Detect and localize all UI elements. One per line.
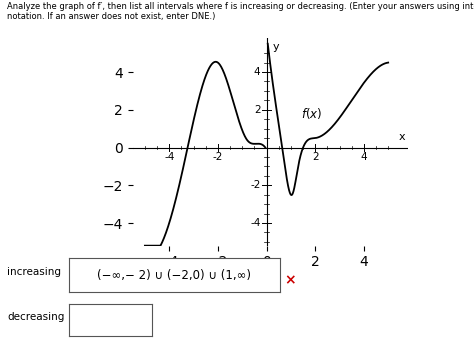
Text: $f(x)$: $f(x)$ bbox=[301, 106, 322, 121]
Text: notation. If an answer does not exist, enter DNE.): notation. If an answer does not exist, e… bbox=[7, 12, 216, 21]
Text: (−∞,− 2) ∪ (−2,0) ∪ (1,∞): (−∞,− 2) ∪ (−2,0) ∪ (1,∞) bbox=[97, 268, 251, 282]
Text: 4: 4 bbox=[254, 67, 260, 77]
Text: 2: 2 bbox=[312, 152, 319, 162]
Text: 4: 4 bbox=[361, 152, 367, 162]
Text: -2: -2 bbox=[213, 152, 223, 162]
Text: y: y bbox=[273, 42, 279, 52]
Text: -2: -2 bbox=[250, 180, 260, 190]
Text: increasing: increasing bbox=[7, 267, 61, 276]
Text: -4: -4 bbox=[164, 152, 174, 162]
Text: -4: -4 bbox=[250, 218, 260, 228]
Text: Analyze the graph of f′, then list all intervals where f is increasing or decrea: Analyze the graph of f′, then list all i… bbox=[7, 2, 474, 11]
Text: decreasing: decreasing bbox=[7, 312, 64, 321]
Text: 2: 2 bbox=[254, 105, 260, 115]
Text: x: x bbox=[399, 132, 405, 142]
Text: ×: × bbox=[284, 273, 296, 287]
